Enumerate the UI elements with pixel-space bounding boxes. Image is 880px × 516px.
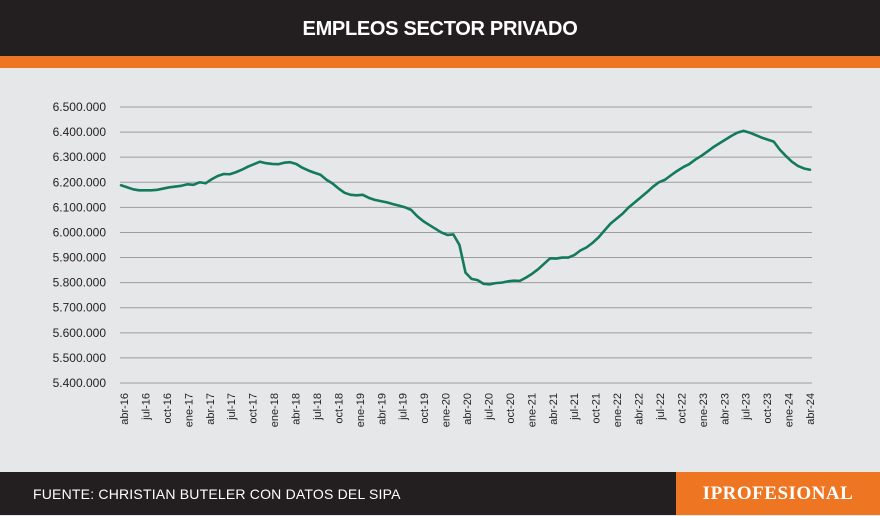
y-tick-label: 6.300.000 xyxy=(53,150,107,164)
x-tick-label: abr-24 xyxy=(805,393,817,425)
x-tick-label: oct-16 xyxy=(162,393,174,424)
y-tick-label: 5.700.000 xyxy=(53,301,107,315)
x-tick-label: jul-17 xyxy=(226,393,238,421)
y-tick-label: 5.600.000 xyxy=(53,326,107,340)
x-tick-label: abr-16 xyxy=(119,393,131,425)
gridlines xyxy=(120,106,812,384)
y-tick-label: 5.900.000 xyxy=(53,251,107,265)
y-tick-label: 5.800.000 xyxy=(53,276,107,290)
x-tick-label: jul-21 xyxy=(569,393,581,421)
x-tick-label: oct-19 xyxy=(419,393,431,424)
x-tick-label: abr-18 xyxy=(291,393,303,425)
y-tick-label: 6.000.000 xyxy=(53,225,107,239)
x-tick-label: ene-22 xyxy=(612,393,624,427)
x-tick-label: abr-19 xyxy=(376,393,388,425)
chart-area: 5.400.000 5.500.000 5.600.000 5.700.000 5.80… xyxy=(0,68,880,472)
x-tick-label: abr-17 xyxy=(205,393,217,425)
x-tick-label: oct-21 xyxy=(591,393,603,424)
x-tick-label: jul-16 xyxy=(140,393,152,421)
y-tick-label: 6.200.000 xyxy=(53,175,107,189)
y-tick-label: 5.400.000 xyxy=(53,376,107,390)
x-tick-label: ene-21 xyxy=(526,393,538,427)
x-tick-label: jul-18 xyxy=(312,393,324,421)
x-tick-label: oct-18 xyxy=(333,393,345,424)
chart-title: EMPLEOS SECTOR PRIVADO xyxy=(302,18,578,40)
x-tick-label: ene-19 xyxy=(355,393,367,427)
y-tick-label: 6.400.000 xyxy=(53,125,107,139)
x-axis-ticks: abr-16 jul-16 oct-16 ene-17 abr-17 jul-17 oct-… xyxy=(119,393,817,427)
x-tick-label: jul-23 xyxy=(741,393,753,421)
x-tick-label: oct-17 xyxy=(248,393,260,424)
x-tick-label: oct-20 xyxy=(505,393,517,424)
brand-logo[interactable]: IPROFESIONAL xyxy=(676,472,880,515)
y-tick-label: 6.500.000 xyxy=(53,100,107,114)
x-tick-label: jul-20 xyxy=(483,393,495,421)
x-tick-label: ene-24 xyxy=(784,393,796,427)
header-bar: EMPLEOS SECTOR PRIVADO xyxy=(0,0,880,56)
x-tick-label: abr-23 xyxy=(719,393,731,425)
x-tick-label: jul-19 xyxy=(398,393,410,421)
y-tick-label: 6.100.000 xyxy=(53,200,107,214)
x-tick-label: ene-17 xyxy=(183,393,195,427)
source-note: FUENTE: CHRISTIAN BUTELER CON DATOS DEL … xyxy=(33,486,401,502)
brand-logo-text: IPROFESIONAL xyxy=(702,483,854,504)
x-tick-label: oct-22 xyxy=(676,393,688,424)
series-line xyxy=(119,129,812,286)
x-tick-label: oct-23 xyxy=(762,393,774,424)
x-tick-label: jul-22 xyxy=(655,393,667,421)
x-tick-label: ene-23 xyxy=(698,393,710,427)
accent-stripe xyxy=(0,56,880,68)
x-tick-label: ene-20 xyxy=(441,393,453,427)
x-tick-label: ene-18 xyxy=(269,393,281,427)
x-tick-label: abr-21 xyxy=(548,393,560,425)
y-tick-label: 5.500.000 xyxy=(53,351,107,365)
x-tick-label: abr-22 xyxy=(634,393,646,425)
y-axis-ticks: 5.400.000 5.500.000 5.600.000 5.700.000 5.80… xyxy=(53,100,107,390)
line-chart: 5.400.000 5.500.000 5.600.000 5.700.000 5.80… xyxy=(53,100,817,427)
x-tick-label: abr-20 xyxy=(462,393,474,425)
